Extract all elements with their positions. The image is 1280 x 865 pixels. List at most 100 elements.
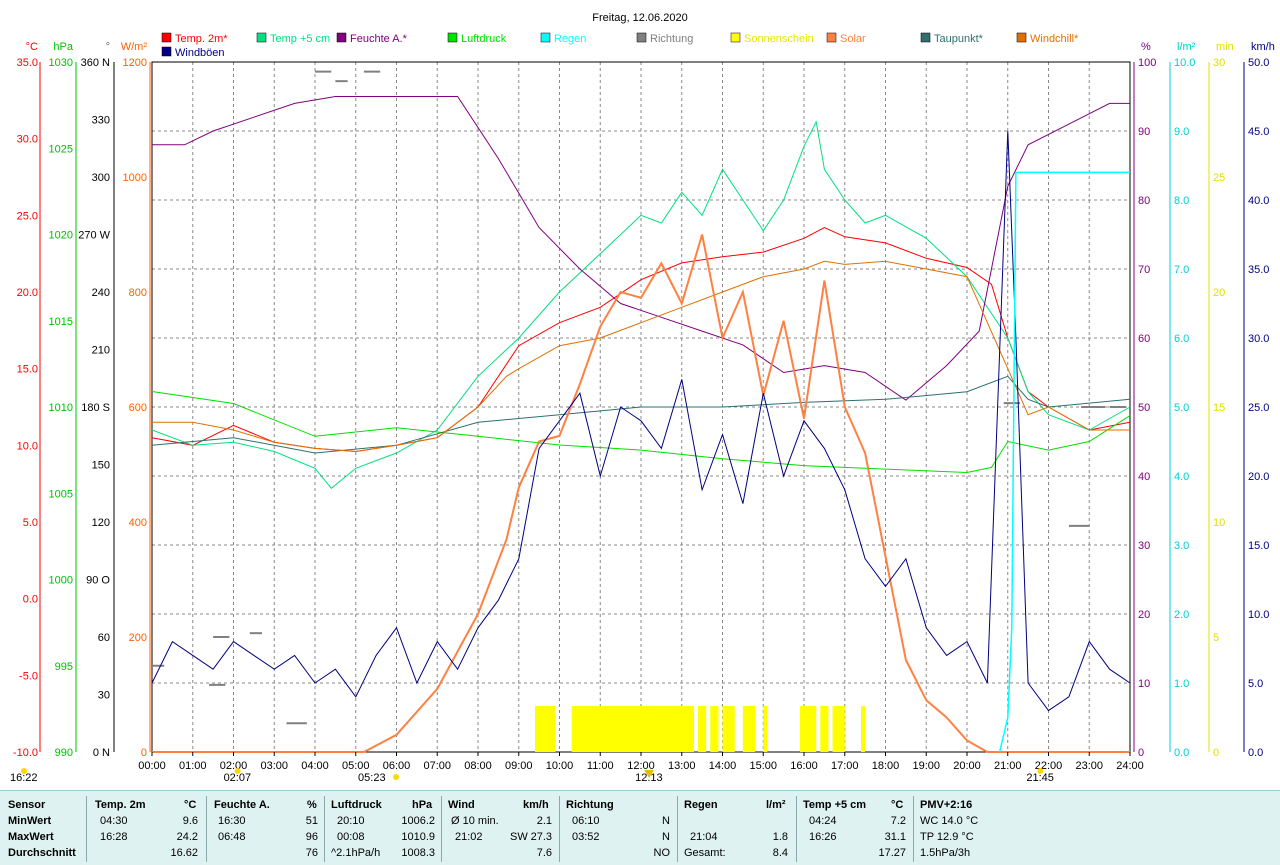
luftdruck-min: 1006.2 bbox=[401, 815, 435, 827]
axis-unit: hPa bbox=[53, 41, 73, 53]
sunrise-icon bbox=[234, 768, 241, 774]
regen-title: Regen bbox=[684, 799, 718, 811]
axis-tick-label: 400 bbox=[129, 517, 147, 529]
axis-tick-label: 180 S bbox=[81, 402, 110, 414]
sunshine-bar bbox=[698, 706, 707, 752]
axis-unit: min bbox=[1216, 41, 1234, 53]
axis-tick-label: 0.0 bbox=[23, 594, 38, 606]
axis-tick-label: 9.0 bbox=[1174, 126, 1189, 138]
legend-label: Temp. 2m* bbox=[175, 33, 228, 45]
wind-title: Wind bbox=[448, 799, 475, 811]
axis-tick-label: 7.0 bbox=[1174, 264, 1189, 276]
axis-tick-label: 120 bbox=[92, 517, 110, 529]
axis-tick-label: 35.0 bbox=[1248, 264, 1269, 276]
x-axis-tick-label: 23:00 bbox=[1075, 760, 1103, 772]
time-markers: 16:22 02:07 05:23 12:13 21:45 bbox=[10, 768, 1054, 784]
axis-tick-label: 3.0 bbox=[1174, 540, 1189, 552]
wind-max: 27.3 bbox=[530, 831, 552, 843]
sunshine-bar bbox=[722, 706, 735, 752]
pmv-windchill: WC 14.0 °C bbox=[920, 815, 979, 827]
legend-swatch bbox=[540, 32, 551, 43]
temp2m-max-time: 16:28 bbox=[100, 831, 128, 843]
x-axis-tick-label: 19:00 bbox=[912, 760, 940, 772]
x-axis-tick-label: 18:00 bbox=[872, 760, 900, 772]
moon-icon bbox=[21, 768, 27, 774]
luftdruck-unit: hPa bbox=[412, 799, 433, 811]
richtung-title: Richtung bbox=[566, 799, 614, 811]
axis-tick-label: 10 bbox=[1213, 517, 1225, 529]
axis-tick-label: 5.0 bbox=[1248, 678, 1263, 690]
axis-tick-label: 0.0 bbox=[1174, 747, 1189, 759]
legend-label: Feuchte A.* bbox=[350, 33, 408, 45]
regen-total-label: Gesamt: bbox=[684, 847, 726, 859]
wind-direction-marks bbox=[152, 70, 1126, 725]
feuchte-unit: % bbox=[307, 799, 317, 811]
axis-tick-label: 800 bbox=[129, 287, 147, 299]
x-axis-tick-label: 14:00 bbox=[709, 760, 737, 772]
axis-tick-label: 10.0 bbox=[1248, 609, 1269, 621]
sunshine-bar bbox=[535, 706, 556, 752]
time-marker-label: 21:45 bbox=[1026, 772, 1054, 784]
axis-tick-label: 70 bbox=[1138, 264, 1150, 276]
axis-tick-label: 60 bbox=[1138, 333, 1150, 345]
axis-tick-label: 4.0 bbox=[1174, 471, 1189, 483]
axis-tick-label: 20.0 bbox=[17, 287, 38, 299]
right-axes: %1009080706050403020100l/m²10.09.08.07.0… bbox=[1133, 41, 1275, 759]
axis-unit: l/m² bbox=[1177, 41, 1196, 53]
temp5cm-min: 7.2 bbox=[890, 815, 906, 827]
luftdruck-title: Luftdruck bbox=[331, 799, 382, 811]
temp5cm-max-time: 16:26 bbox=[809, 831, 837, 843]
sunset-icon bbox=[1037, 768, 1044, 774]
x-axis-tick-label: 05:00 bbox=[342, 760, 370, 772]
axis-tick-label: 20 bbox=[1138, 609, 1150, 621]
pmv-pressure-trend: 1.5hPa/3h bbox=[920, 847, 971, 859]
axis-tick-label: 15.0 bbox=[1248, 540, 1269, 552]
chart-background bbox=[0, 0, 1280, 790]
x-axis-tick-label: 04:00 bbox=[301, 760, 329, 772]
x-axis-tick-label: 16:00 bbox=[790, 760, 818, 772]
axis-tick-label: 6.0 bbox=[1174, 333, 1189, 345]
feuchte-min-time: 16:30 bbox=[218, 815, 246, 827]
luftdruck-trend: ^2.1hPa/h bbox=[331, 847, 381, 859]
axis-tick-label: 330 bbox=[92, 115, 110, 127]
axis-tick-label: 30 bbox=[98, 690, 110, 702]
axis-tick-label: 300 bbox=[92, 172, 110, 184]
series-line bbox=[151, 120, 1131, 490]
feuchte-max: 96 bbox=[305, 831, 318, 843]
axis-tick-label: 40.0 bbox=[1248, 195, 1269, 207]
axis-tick-label: 2.0 bbox=[1174, 609, 1189, 621]
legend-label: Temp +5 cm bbox=[270, 33, 330, 45]
axis-tick-label: 30.0 bbox=[1248, 333, 1269, 345]
axis-tick-label: 360 N bbox=[81, 57, 110, 69]
axis-tick-label: 5.0 bbox=[1174, 402, 1189, 414]
feuchte-title: Feuchte A. bbox=[214, 799, 270, 811]
axis-tick-label: 10.0 bbox=[17, 440, 38, 452]
time-marker-label: 05:23 bbox=[358, 772, 386, 784]
legend-swatch bbox=[730, 32, 741, 43]
x-axis-tick-label: 17:00 bbox=[831, 760, 859, 772]
legend-swatch bbox=[336, 32, 347, 43]
axis-tick-label: 60 bbox=[98, 632, 110, 644]
axis-tick-label: 1020 bbox=[49, 230, 73, 242]
stats-panel bbox=[0, 790, 1280, 865]
weather-chart: Freitag, 12.06.2020 Temp. 2m*WindböenTem… bbox=[0, 0, 1280, 790]
axis-tick-label: -5.0 bbox=[19, 670, 38, 682]
axis-tick-label: 1015 bbox=[49, 316, 73, 328]
wind-max-dir: SW bbox=[510, 831, 528, 843]
sunshine-bar bbox=[710, 706, 719, 752]
series-line bbox=[151, 130, 1131, 712]
axis-tick-label: 240 bbox=[92, 287, 110, 299]
legend-label: Solar bbox=[840, 33, 866, 45]
noon-icon bbox=[644, 770, 655, 778]
x-axis-tick-label: 11:00 bbox=[587, 760, 614, 772]
temp2m-avg: 16.62 bbox=[170, 847, 198, 859]
sunshine-bar bbox=[861, 706, 866, 752]
axis-tick-label: 8.0 bbox=[1174, 195, 1189, 207]
axis-tick-label: 0.0 bbox=[1248, 747, 1263, 759]
luftdruck-min-time: 20:10 bbox=[337, 815, 365, 827]
x-axis-tick-label: 13:00 bbox=[668, 760, 696, 772]
series-line bbox=[151, 391, 1131, 474]
luftdruck-avg: 1008.3 bbox=[401, 847, 435, 859]
axis-tick-label: 90 bbox=[1138, 126, 1150, 138]
temp5cm-max: 31.1 bbox=[884, 831, 906, 843]
